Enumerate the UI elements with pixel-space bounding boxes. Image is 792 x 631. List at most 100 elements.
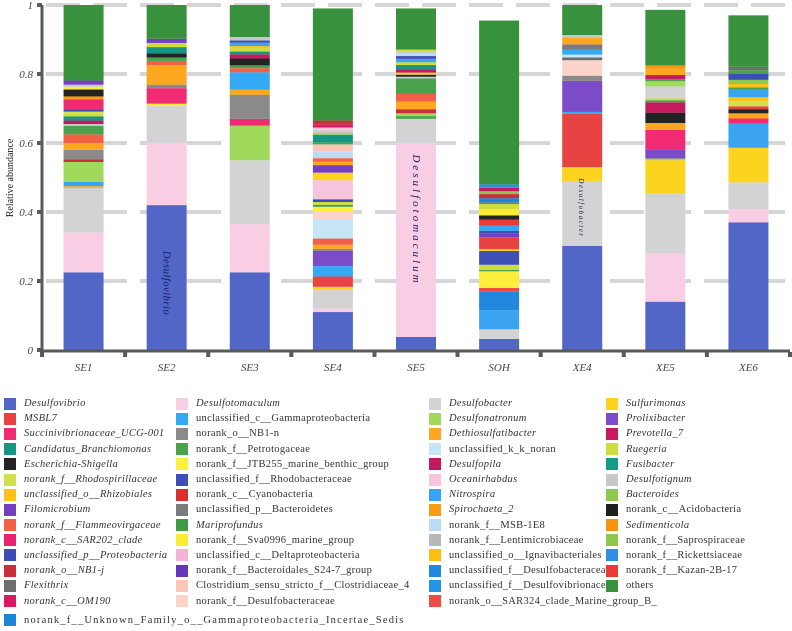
x-tick [206,352,211,357]
bar-segment: XE5 Desulfonatronum: 0.005 [645,158,686,161]
legend-item: norank_f__Unknown_Family_o__Gammaproteob… [4,614,405,626]
legend-item: Desulfonatronum [429,411,657,426]
bar-segment: SE1 Nitrospira: 0.012 [63,181,104,187]
legend-item: norank_c__Cyanobacteria [176,487,410,502]
bar-segment: XE6 unclassified_o__Rhizobiales: 0.01 [728,84,769,88]
legend-label: Desulfopila [449,458,502,470]
bar-segment: SE4 norank_c__OM190: 0.008 [312,124,353,128]
legend-swatch [4,519,16,532]
y-tick-label: 0 [28,345,34,357]
bar-segment: XE4 unclassified_c__Gammaproteobacteria:… [562,49,603,55]
bar-segment: SOH Ruegeria: 0.015 [479,204,520,210]
bar-segment: SE1 Desulfovibrio: 0.225 [63,272,104,350]
bar-segment: SE1 norank_o__NB1-n: 0.027 [63,149,104,160]
legend-item: Desulfovibrio [4,396,167,411]
bar-segment: XE5 Desulfotomaculum: 0.14 [645,253,686,302]
x-tick [455,352,460,357]
legend-item: norank_f__MSB-1E8 [429,518,657,533]
legend-swatch [606,443,618,456]
bar-segment: SOH norank_f__Kazan-2B-17: 0.018 [479,219,520,226]
legend-swatch [4,579,16,592]
legend: Desulfovibrio MSBL7 Succinivibrionaceae_UC… [0,396,792,631]
bar-segment: SE5 Desulfovibrio: 0.038 [396,336,436,350]
bar-segment: SE4 unclassified_c__Gammaproteobacteria:… [312,266,353,277]
x-tick-label: SE4 [324,362,342,374]
bar-segment: SE4 Prolixibacter: 0.045 [312,250,353,267]
bar-segment: SE5 norank_f__Flammeovirgaceae: 0.022 [396,94,436,102]
legend-swatch [176,488,188,501]
legend-item: unclassified_c__Deltaproteobacteria [176,548,410,563]
bar-segment: SE2 Succinivibrionaceae_UCG-001: 0.045 [146,88,187,104]
legend-label: norank_c__OM190 [24,595,111,607]
bar-segment: SOH Sulfurimonas: 0.005 [479,249,520,251]
legend-swatch [4,595,16,608]
bar-segment: SE1 Desulfotomaculum: 0.115 [63,232,104,273]
legend-label: Sedimenticola [626,519,690,531]
bar-segment: SE4 norank_f__JTB255_marine_benthic_grou… [312,206,353,212]
legend-item: norank_f__Flammeovirgaceae [4,518,167,533]
legend-item: norank_f__Saprospiraceae [606,533,745,548]
legend-item: norank_o__NB1-j [4,563,167,578]
bar-segment: SOH norank_o__SAR324_clade_Marine_group_… [479,287,520,292]
bar-segment: XE6 unclassified_p__Proteobacteria: 0.01… [728,73,769,80]
bar-segment: SE1 Desulfotignum: 0.005 [63,124,104,126]
legend-swatch [429,519,441,532]
bar-segment: SE1 unclassified_p__Proteobacteria: 0.00… [63,109,104,112]
y-tick [37,72,42,76]
bar-segment: SE4 Ruegeria: 0.008 [312,201,353,205]
bar-segment: SE5 norank_o__NB1-j: 0.012 [396,109,436,114]
legend-item: Dethiosulfatibacter [429,426,657,441]
bar-segment: SE1 norank_f__JTB255_marine_benthic_grou… [63,86,104,90]
bar-segment: SE1 Desulfonatronum: 0.058 [63,161,104,182]
y-tick [37,141,42,145]
bar-segment: SE1 Succinivibrionaceae_UCG-001: 0.03 [63,99,104,110]
bar-segment: SOH Desulfobacter: 0.028 [479,329,520,339]
legend-swatch [429,534,441,547]
legend-swatch [176,458,188,471]
legend-label: others [626,580,654,592]
legend-label: unclassified_k_k_noran [449,443,556,455]
legend-swatch [606,549,618,562]
legend-item: unclassified_p__Bacteroidetes [176,502,410,517]
legend-swatch [606,488,618,501]
bar-segment: SE2 Desulfobacter: 0.108 [146,105,187,143]
legend-item: norank_f__Desulfobacteraceae [176,593,410,608]
bar-segment: SE3 others: 0.093 [229,5,270,38]
bar-segment: XE5 norank_f__Petrotogaceae: 0.006 [645,79,686,82]
bar-segment: SOH unclassified_p__Proteobacteria: 0.00… [479,230,520,234]
bar-segment: SE4 Oceanirhabdus: 0.055 [312,180,353,200]
bar-segment: SOH Nitrospira: 0.015 [479,225,520,231]
bar-segment: XE4 MSBL7: 0.155 [562,113,603,168]
bar-xe5: XE5 Desulfovibrio: 0.14XE5 Desulfotomacu… [645,9,686,350]
bar-annotation-se2: Desulfovibrio [161,250,172,315]
legend-swatch [4,397,16,410]
bar-segment: SE2 norank_f__Flammeovirgaceae: 0.012 [146,60,187,66]
legend-item: Flexithrix [4,578,167,593]
y-tick-label: 0.6 [19,138,33,150]
bar-segment: SE2 norank_o__NB1-n: 0.01 [146,84,187,89]
legend-swatch [429,397,441,410]
legend-swatch [429,412,441,425]
legend-label: unclassified_p__Proteobacteria [24,549,168,561]
bar-annotations: Desulfovibrio Desulfotomaculum Desulfobact… [161,153,586,315]
bar-segment: SE4 Clostridium_sensu_stricto_f__Clostri… [312,144,353,152]
y-tick-label: 0.4 [19,207,33,219]
legend-swatch [4,503,16,516]
bar-segment: XE6 Sulfurimonas: 0.1 [728,147,769,183]
bar-annotation-se5: Desulfotomaculum [410,153,422,285]
bar-xe6: XE6 Desulfovibrio: 0.37XE6 Desulfotomacu… [728,15,769,350]
legend-label: norank_f__Saprospiraceae [626,534,746,546]
bar-segment: XE4 Flexithrix: 0.008 [562,57,603,61]
legend-item: MSBL7 [4,411,167,426]
legend-swatch [606,458,618,471]
legend-item: unclassified_f__Desulfobacteraceae [429,563,657,578]
bar-segment: XE6 Dethiosulfatibacter: 0.015 [728,113,769,119]
bar-segment: XE6 Desulfotomaculum: 0.038 [728,209,769,223]
bar-segment: SE1 Ruegeria: 0.008 [63,113,104,117]
x-tick-label: SE3 [241,362,259,374]
bar-xe4: XE4 Desulfovibrio: 0.302XE4 Desulfobacte… [562,5,603,350]
legend-label: Succinivibrionaceae_UCG-001 [24,428,165,440]
bar-segment: XE5 Desulfovibrio: 0.14 [645,301,686,350]
legend-label: MSBL7 [24,413,57,425]
legend-swatch [176,595,188,608]
